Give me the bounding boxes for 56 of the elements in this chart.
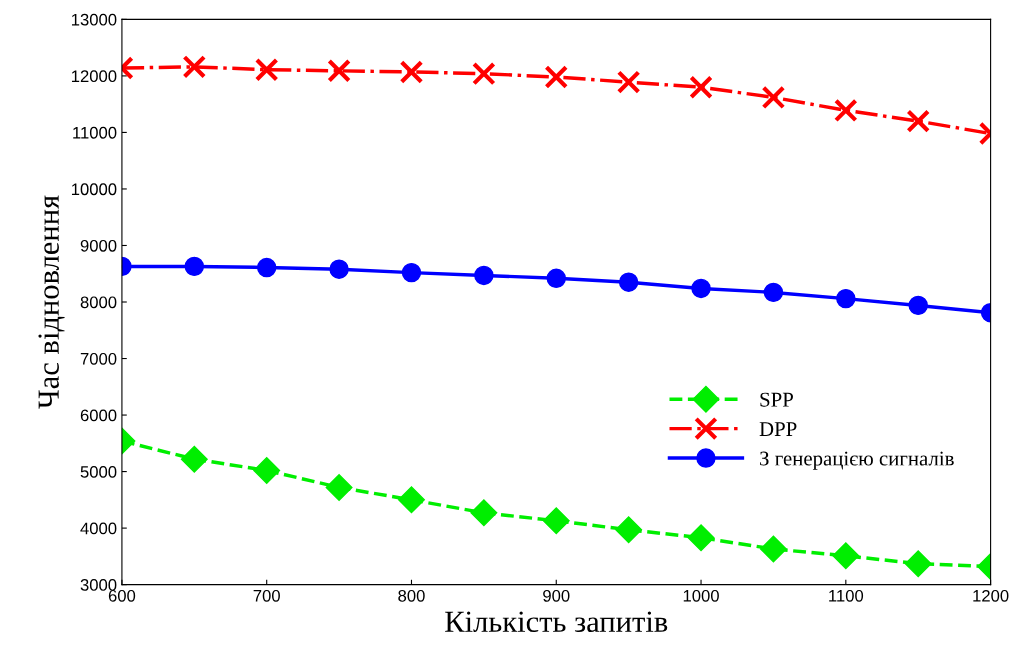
point bbox=[687, 524, 715, 552]
legend-label: SPP bbox=[760, 392, 793, 407]
x-tick-label: 700 bbox=[253, 589, 280, 602]
y-tick-label: 13000 bbox=[71, 13, 117, 26]
point bbox=[616, 70, 641, 94]
point bbox=[544, 65, 569, 89]
x-tick-label: 800 bbox=[398, 589, 425, 602]
point bbox=[906, 109, 931, 133]
y-tick-label: 8000 bbox=[80, 296, 117, 309]
point bbox=[253, 456, 281, 484]
x-tick-label: 1200 bbox=[973, 589, 1009, 602]
point bbox=[327, 59, 351, 83]
point bbox=[834, 98, 858, 123]
point bbox=[474, 265, 494, 286]
legend-label: З генерацією сигналів bbox=[760, 451, 954, 470]
point bbox=[254, 57, 279, 82]
y-tick-label: 4000 bbox=[80, 522, 117, 535]
point bbox=[182, 55, 207, 79]
point bbox=[470, 499, 498, 527]
point bbox=[836, 288, 856, 309]
point bbox=[904, 550, 932, 578]
y-tick-label: 9000 bbox=[80, 239, 117, 252]
y-axis-title: Час відновлення bbox=[38, 195, 65, 409]
y-tick-label: 11000 bbox=[73, 126, 117, 139]
y-tick-label: 10000 bbox=[71, 183, 117, 196]
point bbox=[908, 295, 928, 316]
legend-label: DPP bbox=[759, 422, 797, 436]
point bbox=[832, 542, 860, 570]
point bbox=[256, 257, 277, 278]
point bbox=[615, 516, 643, 544]
point bbox=[180, 445, 208, 473]
x-axis-title: Кількість запитів bbox=[445, 611, 668, 633]
point bbox=[399, 60, 424, 84]
point bbox=[329, 259, 349, 279]
y-tick-label: 6000 bbox=[80, 409, 117, 422]
point bbox=[689, 75, 713, 100]
point bbox=[184, 256, 205, 277]
point bbox=[472, 61, 496, 86]
point bbox=[761, 85, 786, 110]
x-tick-label: 1100 bbox=[829, 589, 864, 602]
y-tick-label: 3000 bbox=[80, 579, 117, 591]
point bbox=[546, 268, 566, 288]
y-tick-label: 5000 bbox=[80, 465, 117, 478]
x-tick-label: 1000 bbox=[683, 589, 719, 602]
point bbox=[759, 535, 787, 563]
point bbox=[763, 282, 784, 303]
y-tick-label: 12000 bbox=[71, 70, 117, 83]
point bbox=[618, 272, 639, 292]
point bbox=[325, 473, 353, 501]
point bbox=[401, 262, 422, 283]
point bbox=[542, 507, 570, 535]
y-tick-label: 7000 bbox=[80, 352, 117, 365]
x-tick-label: 900 bbox=[543, 589, 570, 602]
point bbox=[691, 278, 711, 299]
x-tick-label: 600 bbox=[108, 589, 136, 602]
point bbox=[398, 486, 425, 514]
